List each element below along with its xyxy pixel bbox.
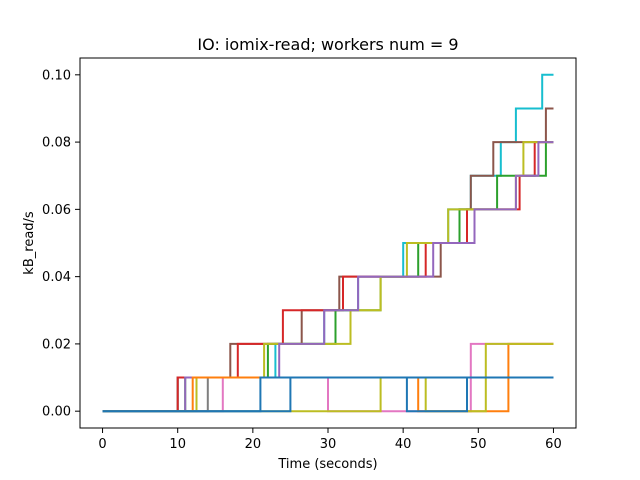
series-line-8: [102, 342, 554, 413]
y-tick-label: 0.08: [42, 136, 71, 151]
series-line-11: [102, 376, 554, 413]
y-axis: 0.00 0.02 0.04 0.06 0.08 0.10: [42, 68, 80, 420]
plot-frame: [79, 57, 577, 429]
x-tick-label: 30: [320, 437, 337, 452]
y-axis-label: kB_read/s: [22, 211, 37, 275]
series-line-10: [102, 342, 554, 413]
x-axis: 0 10 20 30 40 50 60: [98, 428, 562, 452]
x-tick-label: 40: [395, 437, 412, 452]
x-tick-label: 50: [470, 437, 487, 452]
x-axis-label: Time (seconds): [277, 457, 377, 472]
series-line-2: [102, 107, 554, 413]
series-line-12: [102, 376, 554, 413]
x-tick-label: 60: [545, 437, 562, 452]
y-tick-label: 0.02: [42, 337, 71, 352]
plot-area: [102, 73, 554, 413]
y-tick-label: 0.00: [42, 405, 71, 420]
series-line-9: [102, 342, 554, 413]
series-layer: [102, 73, 554, 413]
x-tick-label: 10: [169, 437, 186, 452]
chart-title: IO: iomix-read; workers num = 9: [197, 35, 458, 54]
x-tick-label: 0: [98, 437, 106, 452]
x-tick-label: 20: [245, 437, 262, 452]
y-tick-label: 0.06: [42, 203, 71, 218]
y-tick-label: 0.10: [42, 68, 71, 83]
y-tick-label: 0.04: [42, 270, 71, 285]
